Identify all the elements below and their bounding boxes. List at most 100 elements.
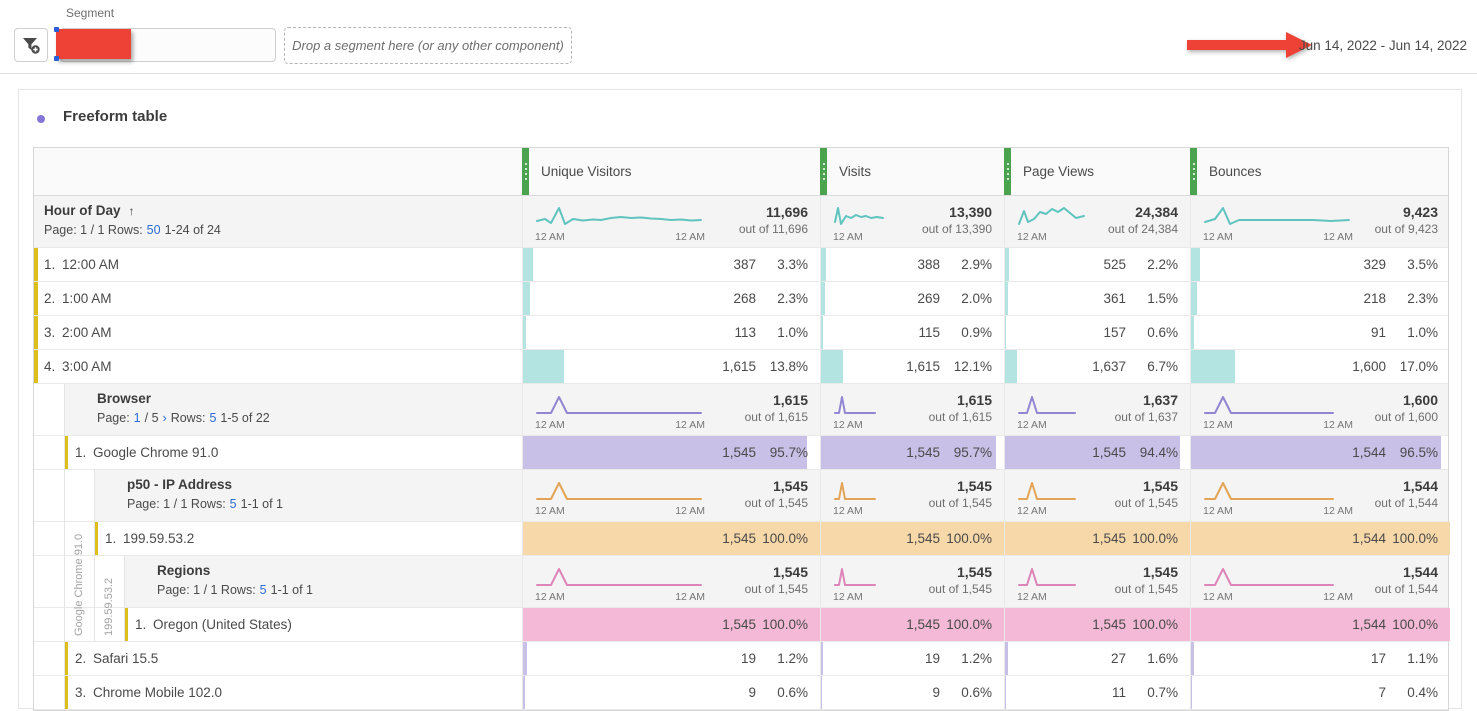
- table-row[interactable]: 1. Oregon (United States) 1,545 100.0% 1,5…: [34, 608, 1450, 642]
- table-row[interactable]: 1. Google Chrome 91.0 1,545 95.7% 1,545 95.…: [34, 436, 1448, 470]
- metric-cell[interactable]: 1,545 95.7%: [820, 436, 1004, 469]
- sort-arrow-icon[interactable]: ↑: [128, 204, 135, 218]
- totals-cell[interactable]: 12 AM 12 AM 1,600 out of 1,600: [1190, 384, 1450, 435]
- metric-cell[interactable]: 19 1.2%: [522, 642, 820, 675]
- row-dimension-cell[interactable]: 2. Safari 15.5: [34, 642, 522, 675]
- metric-cell[interactable]: 113 1.0%: [522, 316, 820, 349]
- totals-cell[interactable]: 12 AM 13,390 out of 13,390: [820, 196, 1004, 247]
- total-value: 13,390: [949, 204, 992, 220]
- metric-cell[interactable]: 1,637 6.7%: [1004, 350, 1190, 383]
- metric-cell[interactable]: 1,600 17.0%: [1190, 350, 1450, 383]
- row-dimension-cell[interactable]: 4. 3:00 AM: [34, 350, 522, 383]
- metric-cell[interactable]: 218 2.3%: [1190, 282, 1450, 315]
- metric-cell[interactable]: 268 2.3%: [522, 282, 820, 315]
- metric-cell[interactable]: 19 1.2%: [820, 642, 1004, 675]
- row-dimension-cell[interactable]: 1. Oregon (United States): [34, 608, 522, 641]
- totals-cell[interactable]: 12 AM 1,615 out of 1,615: [820, 384, 1004, 435]
- row-dimension-cell[interactable]: 1. 12:00 AM: [34, 248, 522, 281]
- breakdown-info-cell[interactable]: Regions Page: 1 / 1 Rows: 5 1-1 of 1: [34, 556, 522, 607]
- row-dimension-cell[interactable]: 1. Google Chrome 91.0: [34, 436, 522, 469]
- totals-cell[interactable]: 12 AM 12 AM 9,423 out of 9,423: [1190, 196, 1450, 247]
- column-header-unique-visitors[interactable]: Unique Visitors: [522, 148, 820, 195]
- next-page-link[interactable]: ›: [162, 411, 167, 425]
- table-row[interactable]: 1. 12:00 AM 387 3.3% 388 2.9% 525 2.2% 329 3.…: [34, 248, 1448, 282]
- metric-cell[interactable]: 388 2.9%: [820, 248, 1004, 281]
- metric-cell[interactable]: 1,545 100.0%: [820, 522, 1004, 555]
- column-header-visits[interactable]: Visits: [820, 148, 1004, 195]
- metric-cell[interactable]: 115 0.9%: [820, 316, 1004, 349]
- metric-cell[interactable]: 1,545 95.7%: [522, 436, 820, 469]
- row-dimension-cell[interactable]: 2. 1:00 AM: [34, 282, 522, 315]
- column-header-bounces[interactable]: Bounces: [1190, 148, 1450, 195]
- column-drag-handle-icon[interactable]: [820, 148, 827, 195]
- metric-cell[interactable]: 329 3.5%: [1190, 248, 1450, 281]
- row-dimension-cell[interactable]: 1. 199.59.53.2: [34, 522, 522, 555]
- column-drag-handle-icon[interactable]: [1190, 148, 1197, 195]
- totals-cell[interactable]: 12 AM 1,545 out of 1,545: [1004, 556, 1190, 607]
- value-bar: [821, 522, 1004, 555]
- metric-cell[interactable]: 525 2.2%: [1004, 248, 1190, 281]
- metric-cell[interactable]: 1,615 13.8%: [522, 350, 820, 383]
- metric-cell[interactable]: 1,545 100.0%: [522, 522, 820, 555]
- column-header-page-views[interactable]: Page Views: [1004, 148, 1190, 195]
- panel-title[interactable]: Freeform table: [63, 108, 168, 125]
- metric-cell[interactable]: 1,545 100.0%: [1004, 608, 1190, 641]
- metric-cell[interactable]: 269 2.0%: [820, 282, 1004, 315]
- pagination: Page: 1 / 1 Rows: 50 1-24 of 24: [44, 223, 221, 237]
- date-range[interactable]: Jun 14, 2022 - Jun 14, 2022: [1298, 38, 1467, 53]
- totals-cell[interactable]: 12 AM 12 AM 1,615 out of 1,615: [522, 384, 820, 435]
- metric-cell[interactable]: 157 0.6%: [1004, 316, 1190, 349]
- breakdown-info-cell[interactable]: p50 - IP Address Page: 1 / 1 Rows: 5 1-1 o…: [34, 470, 522, 521]
- table-row[interactable]: 2. Safari 15.5 19 1.2% 19 1.2% 27 1.6% 17 1.1…: [34, 642, 1448, 676]
- metric-percent: 95.7%: [769, 445, 808, 460]
- row-label: Google Chrome 91.0: [93, 445, 219, 460]
- metric-value: 1,615: [906, 359, 940, 374]
- table-row[interactable]: 3. Chrome Mobile 102.0 9 0.6% 9 0.6% 11 0.7%…: [34, 676, 1448, 710]
- rows-per-page-link[interactable]: 5: [209, 411, 217, 425]
- axis-label: 12 AM: [675, 231, 705, 243]
- sparkline: [834, 568, 876, 586]
- metric-cell[interactable]: 17 1.1%: [1190, 642, 1450, 675]
- page-link[interactable]: 1: [133, 411, 141, 425]
- table-row[interactable]: 1. 199.59.53.2 1,545 100.0% 1,545 100.0% 1,…: [34, 522, 1450, 556]
- dimension-info-cell[interactable]: Hour of Day ↑ Page: 1 / 1 Rows: 50 1-24 of …: [34, 196, 522, 247]
- metric-cell[interactable]: 361 1.5%: [1004, 282, 1190, 315]
- totals-cell[interactable]: 12 AM 1,545 out of 1,545: [820, 556, 1004, 607]
- metric-cell[interactable]: 1,545 94.4%: [1004, 436, 1190, 469]
- metric-cell[interactable]: 27 1.6%: [1004, 642, 1190, 675]
- rows-per-page-link[interactable]: 5: [229, 497, 237, 511]
- metric-cell[interactable]: 1,544 96.5%: [1190, 436, 1450, 469]
- row-dimension-cell[interactable]: 3. 2:00 AM: [34, 316, 522, 349]
- totals-cell[interactable]: 12 AM 12 AM 1,545 out of 1,545: [522, 470, 820, 521]
- table-row[interactable]: 3. 2:00 AM 113 1.0% 115 0.9% 157 0.6% 91 1.0%: [34, 316, 1448, 350]
- totals-cell[interactable]: 12 AM 1,545 out of 1,545: [820, 470, 1004, 521]
- metric-cell[interactable]: 1,545 100.0%: [820, 608, 1004, 641]
- metric-cell[interactable]: 387 3.3%: [522, 248, 820, 281]
- column-drag-handle-icon[interactable]: [522, 148, 529, 195]
- segment-dropzone[interactable]: Drop a segment here (or any other compon…: [284, 27, 572, 64]
- metric-cell[interactable]: 1,615 12.1%: [820, 350, 1004, 383]
- totals-cell[interactable]: 12 AM 12 AM 11,696 out of 11,696: [522, 196, 820, 247]
- metric-cell[interactable]: 1,545 100.0%: [522, 608, 820, 641]
- totals-cell[interactable]: 12 AM 24,384 out of 24,384: [1004, 196, 1190, 247]
- dimension-header-cell[interactable]: [34, 148, 522, 195]
- totals-cell[interactable]: 12 AM 12 AM 1,544 out of 1,544: [1190, 556, 1450, 607]
- table-row[interactable]: 2. 1:00 AM 268 2.3% 269 2.0% 361 1.5% 218 2.3…: [34, 282, 1448, 316]
- totals-cell[interactable]: 12 AM 1,545 out of 1,545: [1004, 470, 1190, 521]
- column-drag-handle-icon[interactable]: [1004, 148, 1011, 195]
- metric-cell[interactable]: 1,544 100.0%: [1190, 522, 1450, 555]
- rows-per-page-link[interactable]: 50: [146, 223, 161, 237]
- rows-per-page-link[interactable]: 5: [259, 583, 267, 597]
- metric-cell[interactable]: 91 1.0%: [1190, 316, 1450, 349]
- breakdown-info-cell[interactable]: Browser Page: 1/ 5 › Rows: 5 1-5 of 22: [34, 384, 522, 435]
- value-bar: [1191, 282, 1197, 315]
- totals-cell[interactable]: 12 AM 1,637 out of 1,637: [1004, 384, 1190, 435]
- row-accent: [34, 248, 38, 281]
- metric-value: 1,545: [906, 445, 940, 460]
- table-row[interactable]: 4. 3:00 AM 1,615 13.8% 1,615 12.1% 1,637 6.7…: [34, 350, 1448, 384]
- totals-cell[interactable]: 12 AM 12 AM 1,544 out of 1,544: [1190, 470, 1450, 521]
- metric-cell[interactable]: 1,545 100.0%: [1004, 522, 1190, 555]
- metric-cell[interactable]: 1,544 100.0%: [1190, 608, 1450, 641]
- totals-cell[interactable]: 12 AM 12 AM 1,545 out of 1,545: [522, 556, 820, 607]
- add-segment-filter-button[interactable]: [14, 28, 48, 62]
